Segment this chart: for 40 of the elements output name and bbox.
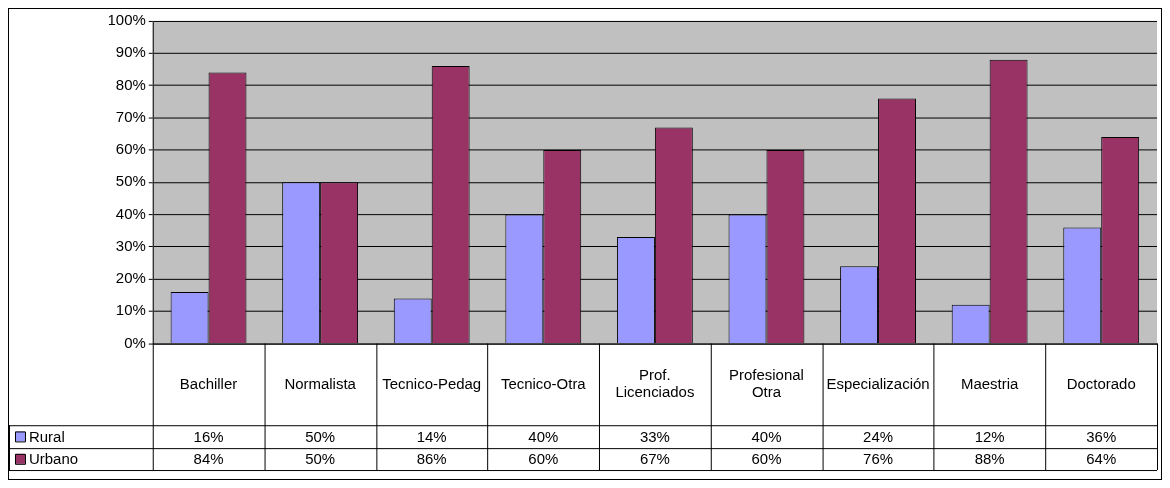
y-tick-label: 50% xyxy=(115,172,146,190)
data-label: 24% xyxy=(863,427,894,445)
x-tick-label: Tecnico-Pedag xyxy=(382,374,482,392)
y-tick-label: 20% xyxy=(115,269,146,287)
y-tick-label: 80% xyxy=(115,75,146,93)
data-label: 12% xyxy=(974,427,1005,445)
y-tick-label: 30% xyxy=(115,236,146,254)
data-label: 88% xyxy=(974,449,1005,467)
y-tick-label: 40% xyxy=(115,204,146,222)
data-label: 50% xyxy=(305,427,336,445)
data-label: 40% xyxy=(528,427,559,445)
y-tick-label: 90% xyxy=(115,43,146,61)
y-tick-label: 100% xyxy=(107,11,146,29)
data-label: 76% xyxy=(863,449,894,467)
x-tick-label: Prof. Licenciados xyxy=(615,365,695,401)
data-label: 33% xyxy=(639,427,670,445)
y-tick-label: 60% xyxy=(115,140,146,158)
legend-label: Urbano xyxy=(28,449,79,467)
x-tick-label: Especialización xyxy=(826,374,930,392)
x-tick-label: Normalista xyxy=(284,374,357,392)
data-label: 64% xyxy=(1086,449,1117,467)
data-label: 40% xyxy=(751,427,782,445)
y-tick-label: 70% xyxy=(115,107,146,125)
data-label: 36% xyxy=(1086,427,1117,445)
data-label: 67% xyxy=(639,449,670,467)
x-tick-label: Bachiller xyxy=(179,374,238,392)
data-label: 84% xyxy=(193,449,224,467)
x-tick-label: Profesional Otra xyxy=(729,365,804,401)
y-tick-label: 10% xyxy=(115,301,146,319)
x-tick-label: Doctorado xyxy=(1066,374,1136,392)
data-label: 14% xyxy=(416,427,447,445)
legend-label: Rural xyxy=(28,427,65,445)
y-tick-label: 0% xyxy=(124,333,146,351)
data-label: 16% xyxy=(193,427,224,445)
data-label: 86% xyxy=(416,449,447,467)
x-tick-label: Maestria xyxy=(960,374,1019,392)
data-label: 60% xyxy=(751,449,782,467)
data-label: 50% xyxy=(305,449,336,467)
x-tick-label: Tecnico-Otra xyxy=(500,374,587,392)
data-label: 60% xyxy=(528,449,559,467)
